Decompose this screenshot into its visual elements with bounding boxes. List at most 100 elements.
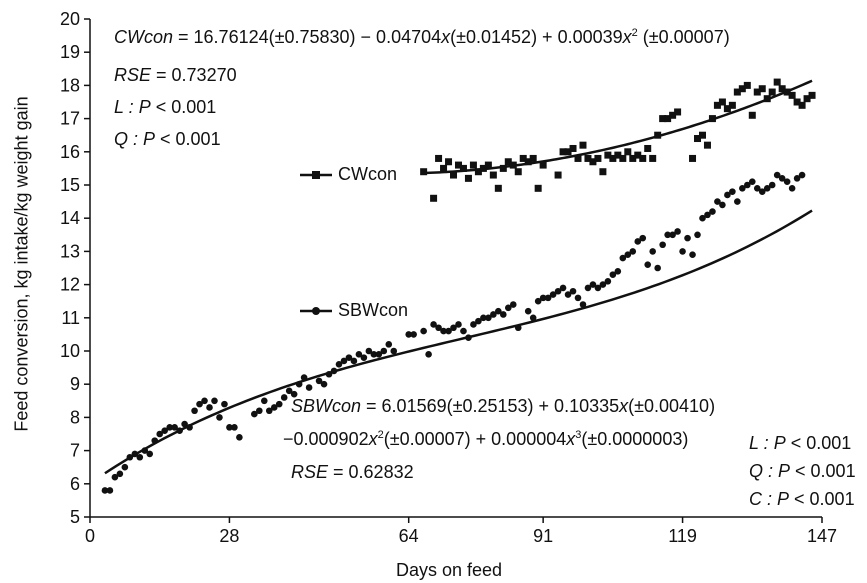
x-tick-label: 147 bbox=[807, 526, 837, 546]
point-sbwcon bbox=[619, 254, 627, 262]
point-sbwcon bbox=[470, 321, 477, 328]
point-sbwcon bbox=[674, 228, 681, 235]
cw-eq-b: (±0.01452) + 0.00039 bbox=[450, 27, 623, 47]
point-sbwcon bbox=[485, 314, 492, 322]
sbw-eq-d: (±0.00007) + 0.000004 bbox=[383, 429, 567, 449]
point-cwcon bbox=[524, 158, 532, 166]
point-sbwcon bbox=[529, 314, 537, 322]
point-sbwcon bbox=[176, 427, 183, 434]
point-sbwcon bbox=[798, 171, 806, 179]
point-cwcon bbox=[748, 111, 756, 119]
point-cwcon bbox=[793, 98, 801, 106]
x-tick-label: 0 bbox=[85, 526, 95, 546]
y-tick-label: 6 bbox=[70, 474, 80, 494]
point-sbwcon bbox=[634, 238, 642, 245]
point-cwcon bbox=[664, 115, 672, 123]
point-sbwcon bbox=[689, 251, 696, 259]
sbw-rse: RSE = 0.62832 bbox=[291, 463, 414, 481]
point-sbwcon bbox=[221, 400, 228, 408]
point-sbwcon bbox=[654, 264, 661, 272]
point-cwcon bbox=[599, 168, 607, 176]
point-sbwcon bbox=[201, 397, 208, 405]
point-sbwcon bbox=[514, 324, 522, 332]
point-sbwcon bbox=[669, 231, 676, 239]
point-sbwcon bbox=[315, 377, 323, 385]
sbw-rse-name: RSE bbox=[291, 462, 329, 482]
point-sbwcon bbox=[709, 208, 716, 215]
point-cwcon bbox=[703, 141, 711, 149]
point-sbwcon bbox=[480, 314, 487, 322]
point-sbwcon bbox=[265, 407, 273, 415]
sbw-eq-sup2: 2 bbox=[377, 429, 384, 441]
point-cwcon bbox=[803, 95, 811, 103]
point-sbwcon bbox=[350, 357, 358, 365]
point-cwcon bbox=[435, 154, 443, 162]
cw-rse: RSE = 0.73270 bbox=[114, 66, 237, 84]
point-cwcon bbox=[708, 115, 716, 123]
point-cwcon bbox=[489, 171, 497, 179]
y-tick-label: 17 bbox=[60, 109, 80, 129]
sbw-quadratic-p: Q : P < 0.001 bbox=[749, 462, 856, 480]
point-cwcon bbox=[654, 131, 662, 139]
x-tick-label: 119 bbox=[668, 526, 697, 546]
y-tick-label: 18 bbox=[60, 75, 80, 95]
y-tick-label: 10 bbox=[60, 341, 80, 361]
point-cwcon bbox=[773, 78, 781, 86]
point-cwcon bbox=[634, 151, 642, 159]
point-sbwcon bbox=[440, 327, 447, 335]
point-sbwcon bbox=[186, 424, 193, 431]
cw-eq-sup2: 2 bbox=[631, 27, 638, 39]
point-sbwcon bbox=[599, 281, 607, 288]
point-sbwcon bbox=[793, 175, 801, 182]
sbw-eq-sup3: 3 bbox=[575, 429, 582, 441]
point-sbwcon bbox=[435, 324, 442, 332]
sbw-rse-val: = 0.62832 bbox=[328, 462, 414, 482]
point-sbwcon bbox=[101, 487, 109, 494]
point-sbwcon bbox=[758, 188, 766, 195]
cw-q-val: < 0.001 bbox=[155, 129, 221, 149]
point-sbwcon bbox=[524, 307, 532, 315]
point-sbwcon bbox=[300, 374, 308, 381]
point-cwcon bbox=[564, 148, 572, 156]
point-sbwcon bbox=[534, 297, 542, 305]
point-sbwcon bbox=[106, 487, 114, 494]
point-sbwcon bbox=[739, 185, 746, 192]
sbw-l-name: L : P bbox=[749, 433, 786, 453]
point-cwcon bbox=[464, 174, 472, 182]
sbw-eq-e: (±0.0000003) bbox=[581, 429, 689, 449]
point-sbwcon bbox=[500, 311, 507, 318]
point-sbwcon bbox=[430, 321, 437, 328]
point-sbwcon bbox=[704, 211, 711, 219]
point-sbwcon bbox=[639, 234, 647, 242]
sbw-eq-x1: x bbox=[619, 396, 629, 416]
point-cwcon bbox=[609, 154, 617, 162]
point-sbwcon bbox=[544, 294, 552, 302]
y-tick-label: 13 bbox=[60, 241, 80, 261]
point-sbwcon bbox=[475, 317, 482, 325]
point-sbwcon bbox=[345, 354, 353, 361]
point-sbwcon bbox=[206, 404, 213, 411]
point-cwcon bbox=[474, 168, 482, 176]
point-sbwcon bbox=[559, 284, 567, 292]
point-sbwcon bbox=[460, 327, 467, 335]
sbw-eq-name: SBWcon bbox=[291, 396, 362, 416]
point-sbwcon bbox=[390, 347, 398, 355]
point-cwcon bbox=[733, 88, 741, 96]
point-sbwcon bbox=[161, 427, 168, 434]
y-tick-label: 7 bbox=[70, 441, 80, 461]
point-cwcon bbox=[629, 154, 637, 162]
sbw-l-val: < 0.001 bbox=[785, 433, 852, 453]
point-sbwcon bbox=[504, 304, 512, 312]
point-sbwcon bbox=[166, 424, 173, 431]
point-sbwcon bbox=[231, 424, 238, 431]
point-cwcon bbox=[440, 164, 448, 172]
point-sbwcon bbox=[554, 287, 562, 295]
point-sbwcon bbox=[445, 327, 452, 335]
point-cwcon bbox=[689, 154, 697, 162]
point-sbwcon bbox=[490, 311, 497, 318]
point-cwcon bbox=[723, 105, 731, 113]
point-sbwcon bbox=[340, 357, 348, 365]
point-sbwcon bbox=[788, 185, 796, 192]
y-tick-label: 20 bbox=[60, 9, 80, 29]
